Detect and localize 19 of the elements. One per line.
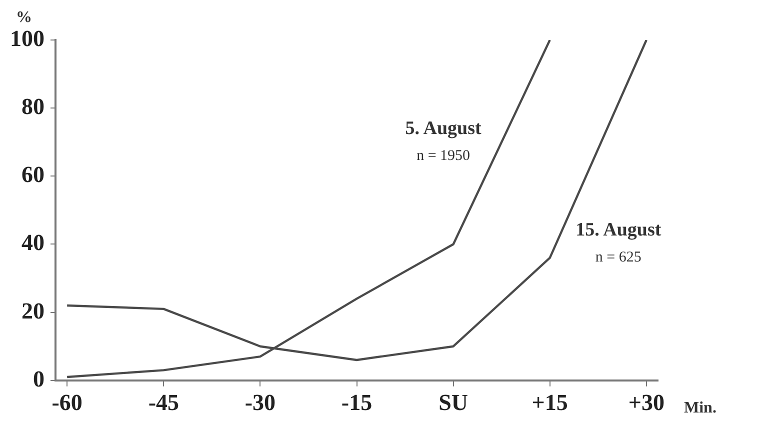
y-tick-label: 60 [22,162,44,188]
x-tick-label: -60 [52,390,82,416]
y-tick-label: 80 [22,94,44,120]
series-label: 15. August [576,219,662,240]
annotation: n = 1950 [416,148,470,164]
x-tick-label: -15 [341,390,372,416]
y-axis-title: % [16,9,32,26]
y-tick-label: 0 [33,366,44,392]
x-tick-label: -45 [148,390,179,416]
x-tick-label: SU [438,390,468,416]
x-tick-label: +15 [532,390,568,416]
x-tick-label: +30 [628,390,664,416]
x-axis-title: Min. [684,400,716,417]
y-tick-label: 40 [22,230,44,256]
x-tick-label: -30 [244,390,276,416]
annotation: n = 625 [595,249,642,266]
y-tick-label: 20 [22,298,44,324]
y-tick-label: 100 [10,26,44,51]
series-label: 5. August [405,118,482,140]
